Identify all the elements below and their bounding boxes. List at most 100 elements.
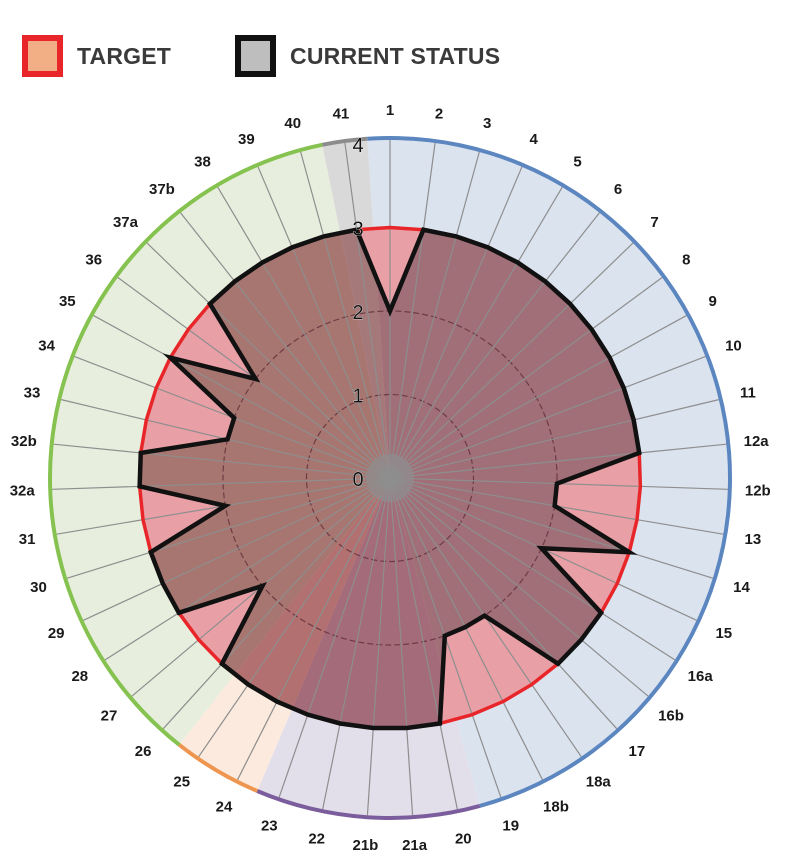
category-label: 20 — [455, 831, 472, 848]
category-label: 21a — [402, 837, 428, 852]
spoke-line — [389, 355, 706, 479]
spoke-line — [389, 142, 436, 479]
category-label: 13 — [745, 531, 762, 548]
group-purple-current-fill — [258, 478, 480, 728]
category-label: 35 — [59, 293, 76, 310]
category-label: 16b — [658, 708, 684, 725]
spoke-line — [66, 477, 391, 579]
category-label: 9 — [709, 293, 717, 310]
group-green-current-fill — [139, 229, 390, 728]
group-purple-band — [256, 789, 481, 820]
spoke-line — [104, 477, 391, 661]
category-label: 6 — [614, 181, 622, 198]
category-label: 17 — [629, 743, 646, 760]
category-label: 5 — [573, 153, 581, 170]
spoke-line — [52, 477, 391, 490]
spoke-line — [162, 477, 391, 730]
current-status-outline — [137, 227, 642, 731]
category-label: 12b — [745, 482, 771, 499]
category-label: 37a — [113, 214, 139, 231]
spoke-line — [389, 477, 414, 816]
spoke-line — [389, 399, 719, 479]
category-label: 22 — [308, 831, 325, 848]
category-label: 37b — [149, 181, 175, 198]
legend-label-current-status: CURRENT STATUS — [290, 42, 501, 69]
category-label: 4 — [529, 131, 538, 148]
legend: TARGET CURRENT STATUS — [22, 26, 564, 86]
group-gray-band — [321, 136, 368, 147]
category-label: 36 — [85, 252, 102, 269]
spoke-line — [389, 443, 727, 479]
spoke-line — [389, 477, 649, 697]
spoke-line — [257, 166, 391, 479]
radial-tick-label: 2 — [352, 302, 363, 324]
category-label: 18b — [543, 798, 569, 815]
spoke-line — [389, 166, 523, 479]
category-label: 32a — [10, 482, 36, 499]
category-label: 3 — [483, 115, 491, 132]
spoke-line — [389, 477, 714, 579]
spoke-line — [322, 477, 391, 810]
spoke-line — [344, 142, 391, 479]
spoke-line — [389, 315, 687, 479]
category-label: 16a — [688, 668, 714, 685]
category-label: 27 — [101, 708, 118, 725]
category-label: 18a — [586, 773, 612, 790]
legend-item-target: TARGET — [22, 35, 171, 77]
category-label: 1 — [386, 102, 394, 119]
radial-tick-label: 0 — [352, 469, 363, 491]
radial-tick-label: 1 — [352, 386, 363, 408]
spoke-line — [198, 477, 391, 758]
category-label: 7 — [650, 214, 658, 231]
spoke-line — [389, 277, 663, 479]
category-label: 23 — [261, 818, 278, 835]
radial-tick-label: 4 — [352, 135, 363, 157]
category-label: 21b — [352, 837, 378, 852]
category-label: 34 — [38, 338, 55, 355]
spoke-line — [389, 212, 600, 479]
current-status-swatch — [235, 35, 277, 77]
category-label: 12a — [744, 433, 770, 450]
spoke-line — [83, 477, 391, 621]
spoke-line — [53, 443, 391, 479]
category-label: 25 — [173, 773, 190, 790]
category-label: 31 — [19, 531, 36, 548]
category-label: 10 — [725, 338, 742, 355]
category-label: 15 — [715, 625, 732, 642]
spoke-line — [389, 477, 618, 730]
category-label: 38 — [194, 153, 211, 170]
spoke-line — [217, 186, 391, 479]
spoke-line — [93, 315, 391, 479]
category-label: 33 — [24, 385, 41, 402]
category-label: 29 — [48, 625, 65, 642]
target-swatch — [22, 35, 63, 77]
category-label: 30 — [30, 579, 47, 596]
category-label: 24 — [216, 798, 233, 815]
legend-item-current-status: CURRENT STATUS — [235, 35, 500, 77]
category-label: 32b — [11, 433, 37, 450]
spoke-line — [366, 477, 391, 816]
category-label: 26 — [135, 743, 152, 760]
spoke-line — [389, 186, 563, 479]
category-label: 39 — [238, 131, 255, 148]
category-label: 2 — [435, 105, 443, 122]
group-gray-current-fill — [322, 229, 390, 478]
category-label: 41 — [333, 105, 350, 122]
spoke-line — [300, 151, 391, 479]
category-label: 19 — [502, 818, 519, 835]
spoke-line — [389, 477, 458, 810]
spoke-line — [180, 212, 391, 479]
spoke-line — [146, 242, 391, 479]
legend-label-target: TARGET — [77, 42, 172, 69]
category-label: 28 — [71, 668, 88, 685]
group-orange-band — [178, 743, 259, 793]
category-label: 14 — [733, 579, 750, 596]
radial-tick-label: 3 — [352, 219, 363, 241]
spoke-line — [237, 477, 391, 780]
spoke-line — [389, 477, 676, 661]
spoke-line — [389, 151, 480, 479]
category-label: 11 — [740, 385, 756, 402]
spoke-line — [389, 242, 634, 479]
category-label: 40 — [284, 115, 301, 132]
